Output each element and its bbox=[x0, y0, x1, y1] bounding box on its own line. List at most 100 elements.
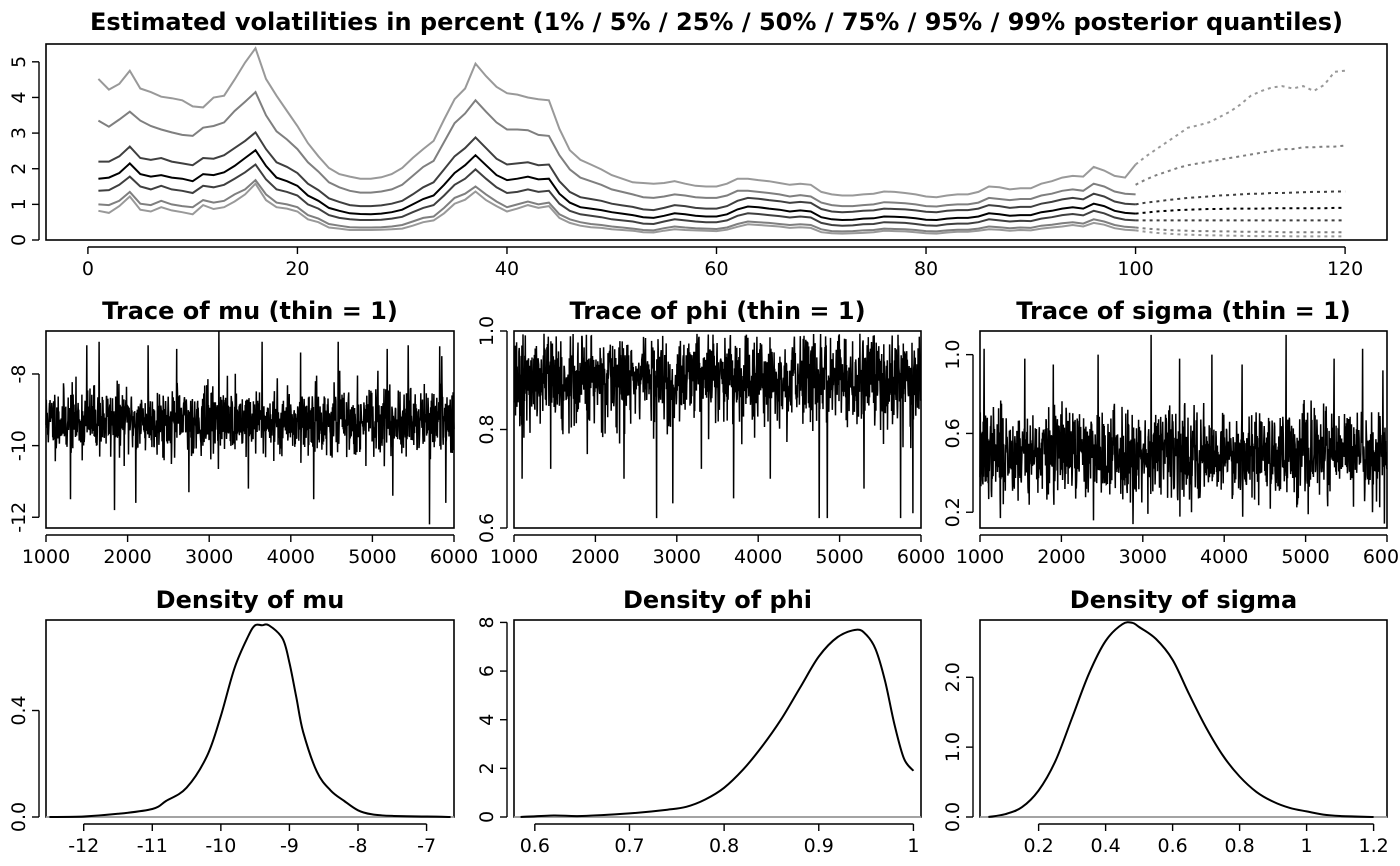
x-tick-label: 0.8 bbox=[709, 835, 739, 857]
series-line-q25 bbox=[98, 163, 1136, 227]
y-tick-label: -10 bbox=[8, 430, 30, 461]
x-tick-label: 1 bbox=[907, 835, 919, 857]
x-tick-label: 1000 bbox=[22, 546, 70, 568]
forecast-line-q50 bbox=[1135, 206, 1346, 215]
x-tick-label: 40 bbox=[495, 258, 519, 280]
x-tick-label: 4000 bbox=[1200, 546, 1248, 568]
y-tick-label: 1.0 bbox=[476, 316, 498, 346]
y-tick-label: 0.8 bbox=[476, 414, 498, 444]
chart-panel-vol: Estimated volatilities in percent (1% / … bbox=[8, 8, 1388, 280]
x-tick-label: -9 bbox=[280, 835, 299, 857]
forecast-line-q75 bbox=[1135, 190, 1346, 206]
forecast-line-q99 bbox=[1134, 69, 1346, 166]
chart-title: Trace of phi (thin = 1) bbox=[569, 297, 865, 325]
y-tick-label: 6 bbox=[476, 665, 498, 677]
x-tick-label: 6000 bbox=[1363, 546, 1400, 568]
y-tick-label: 2 bbox=[476, 762, 498, 774]
y-tick-label: 0 bbox=[8, 234, 30, 246]
x-tick-label: 4000 bbox=[267, 546, 315, 568]
plot-frame bbox=[45, 619, 455, 818]
x-tick-label: 2000 bbox=[103, 546, 151, 568]
x-tick-label: -7 bbox=[417, 835, 436, 857]
trace-line bbox=[979, 334, 1388, 525]
chart-title: Density of mu bbox=[156, 586, 345, 614]
x-tick-label: 2000 bbox=[1037, 546, 1085, 568]
x-tick-label: 1000 bbox=[956, 546, 1004, 568]
y-tick-label: 2.0 bbox=[942, 662, 964, 692]
x-tick-label: 6000 bbox=[897, 546, 945, 568]
plot-frame bbox=[513, 330, 922, 529]
chart-panel-density_mu: Density of mu -12 -11 -10 -9 -8 -7 0.0 0.4 bbox=[8, 586, 455, 857]
x-tick-label: 100 bbox=[1117, 258, 1153, 280]
x-tick-label: -12 bbox=[68, 835, 99, 857]
y-tick-label: 0.2 bbox=[942, 497, 964, 527]
x-tick-label: -8 bbox=[349, 835, 368, 857]
x-tick-label: 60 bbox=[704, 258, 728, 280]
series-line-q1 bbox=[98, 182, 1136, 235]
y-tick-label: 1.0 bbox=[942, 340, 964, 370]
series-line-q75 bbox=[98, 130, 1136, 214]
x-tick-label: 120 bbox=[1327, 258, 1363, 280]
chart-panel-trace_phi: Trace of phi (thin = 1) 1000 2000 3000 4000 5… bbox=[476, 297, 945, 568]
x-tick-label: 5000 bbox=[815, 546, 863, 568]
y-tick-label: 8 bbox=[476, 616, 498, 628]
plot-frame bbox=[513, 619, 922, 818]
chart-title: Density of sigma bbox=[1070, 586, 1297, 614]
x-tick-label: 5000 bbox=[1281, 546, 1329, 568]
x-tick-label: 0.9 bbox=[804, 835, 834, 857]
x-tick-label: 0.7 bbox=[614, 835, 644, 857]
density-curve bbox=[49, 623, 451, 818]
forecast-line-q95 bbox=[1135, 144, 1346, 186]
chart-panel-trace_sigma: Trace of sigma (thin = 1) 1000 2000 3000 400… bbox=[942, 297, 1400, 568]
chart-title: Trace of mu (thin = 1) bbox=[102, 297, 398, 325]
x-tick-label: 4000 bbox=[734, 546, 782, 568]
y-tick-label: 0.0 bbox=[942, 802, 964, 832]
forecast-line-q5 bbox=[1135, 226, 1346, 234]
forecast-line-q1 bbox=[1135, 229, 1346, 238]
x-tick-label: 80 bbox=[914, 258, 938, 280]
chart-panel-density_sigma: Density of sigma 0.2 0.4 0.6 0.8 1 1.2 0.0 1.0 2.… bbox=[942, 586, 1389, 857]
y-tick-label: -12 bbox=[8, 502, 30, 533]
x-tick-label: 1000 bbox=[490, 546, 538, 568]
x-tick-label: 1.2 bbox=[1358, 835, 1388, 857]
x-tick-label: 0.6 bbox=[520, 835, 550, 857]
y-tick-label: 4 bbox=[8, 91, 30, 103]
chart-title: Estimated volatilities in percent (1% / … bbox=[90, 8, 1343, 36]
series-line-q99 bbox=[97, 46, 1137, 199]
x-tick-label: -11 bbox=[137, 835, 168, 857]
x-tick-label: 3000 bbox=[1119, 546, 1167, 568]
x-tick-label: 20 bbox=[285, 258, 309, 280]
x-tick-label: 0 bbox=[82, 258, 94, 280]
y-tick-label: -8 bbox=[8, 365, 30, 384]
y-tick-label: 0.0 bbox=[8, 802, 30, 832]
x-tick-label: 6000 bbox=[430, 546, 478, 568]
x-tick-label: 3000 bbox=[185, 546, 233, 568]
y-tick-label: 1.0 bbox=[942, 732, 964, 762]
x-tick-label: 2000 bbox=[571, 546, 619, 568]
chart-title: Density of phi bbox=[623, 586, 812, 614]
y-tick-label: 0.4 bbox=[8, 695, 30, 725]
y-tick-label: 0 bbox=[476, 811, 498, 823]
x-tick-label: 0.8 bbox=[1224, 835, 1254, 857]
x-tick-label: -10 bbox=[205, 835, 236, 857]
x-tick-label: 0.4 bbox=[1091, 835, 1121, 857]
x-tick-label: 3000 bbox=[653, 546, 701, 568]
chart-panel-trace_mu: Trace of mu (thin = 1) 1000 2000 3000 4000 50… bbox=[8, 297, 478, 568]
x-tick-label: 1 bbox=[1301, 835, 1313, 857]
y-tick-label: 0.6 bbox=[942, 418, 964, 448]
density-curve bbox=[520, 628, 915, 818]
trace-line bbox=[513, 333, 922, 519]
trace-line bbox=[45, 330, 455, 525]
series-line-q50 bbox=[98, 148, 1136, 222]
chart-panel-density_phi: Density of phi 0.6 0.7 0.8 0.9 1 0 2 4 6 8 bbox=[476, 586, 922, 857]
x-tick-label: 0.6 bbox=[1158, 835, 1188, 857]
x-tick-label: 0.2 bbox=[1024, 835, 1054, 857]
y-tick-label: 1 bbox=[8, 198, 30, 210]
plot-frame bbox=[45, 43, 1388, 241]
y-tick-label: 0.6 bbox=[476, 513, 498, 543]
y-tick-label: 3 bbox=[8, 127, 30, 139]
x-tick-label: 5000 bbox=[348, 546, 396, 568]
series-line-q95 bbox=[97, 90, 1136, 208]
